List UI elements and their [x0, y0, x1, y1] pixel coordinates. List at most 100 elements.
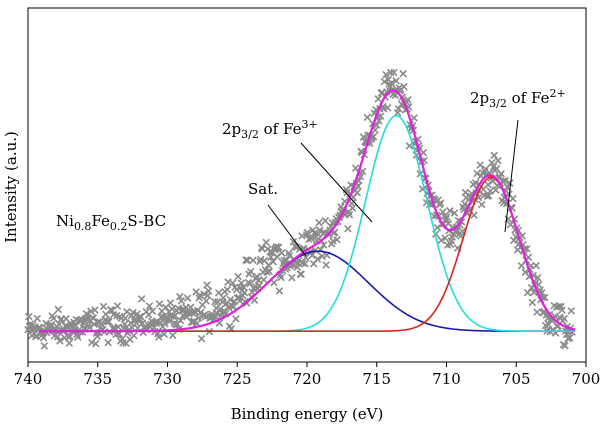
- raw-data-point: [260, 275, 268, 284]
- raw-data-point: [433, 223, 442, 232]
- raw-data-point: [506, 179, 514, 187]
- raw-data-point: [315, 218, 323, 227]
- raw-data-point: [567, 307, 576, 315]
- raw-data-point: [223, 285, 232, 294]
- raw-data-point: [333, 235, 341, 244]
- raw-data-point: [226, 295, 235, 304]
- raw-data-point: [476, 161, 484, 169]
- raw-data-point: [404, 96, 412, 104]
- raw-data-point: [237, 279, 246, 287]
- raw-data-point: [277, 249, 286, 257]
- raw-data-point: [441, 234, 449, 242]
- raw-data-point: [264, 261, 273, 269]
- raw-data-point: [246, 267, 255, 276]
- x-tick-label: 700: [572, 370, 600, 388]
- raw-data-point: [410, 114, 418, 122]
- raw-data-point: [104, 338, 112, 347]
- raw-data-point: [348, 204, 357, 212]
- raw-data-point: [242, 256, 250, 264]
- raw-data-point: [54, 305, 63, 314]
- raw-data-point: [243, 256, 252, 265]
- raw-data-point: [137, 295, 146, 303]
- sample-label: Ni0.8Fe0.2S-BC: [56, 212, 166, 233]
- annotation-sat: Sat.: [248, 180, 278, 198]
- raw-data-point: [263, 268, 271, 276]
- raw-data-point: [484, 180, 492, 189]
- raw-data-point: [55, 320, 63, 329]
- raw-data-point: [253, 272, 261, 281]
- raw-data-point: [265, 267, 274, 276]
- annotation-sat-leader: [267, 204, 307, 257]
- raw-data-point: [442, 215, 450, 223]
- raw-data-point: [313, 255, 322, 263]
- raw-data-point: [82, 310, 91, 318]
- raw-data-point: [534, 273, 542, 282]
- raw-data-point: [523, 244, 531, 253]
- raw-data-point: [383, 88, 391, 96]
- raw-data-point: [439, 208, 447, 216]
- raw-data-point: [363, 113, 372, 122]
- raw-data-point: [528, 298, 537, 307]
- raw-data-point: [298, 259, 307, 267]
- raw-data-point: [353, 188, 361, 197]
- raw-data-point: [303, 228, 312, 237]
- raw-data-point: [249, 256, 257, 265]
- raw-data-point: [161, 320, 169, 328]
- raw-data-point: [240, 288, 249, 297]
- raw-data-point: [160, 330, 168, 338]
- raw-data-point: [392, 77, 400, 85]
- raw-data-point: [345, 211, 354, 219]
- raw-data-point: [390, 68, 398, 77]
- annotation-fe2: 2p3/2 of Fe2+: [470, 87, 566, 110]
- raw-data-point: [319, 241, 328, 249]
- raw-data-point: [91, 306, 99, 314]
- raw-data-point: [383, 103, 392, 112]
- x-tick-label: 730: [153, 370, 182, 388]
- raw-data-point: [497, 169, 505, 178]
- raw-data-point: [56, 337, 64, 345]
- raw-data-point: [307, 234, 316, 243]
- raw-data-point: [176, 292, 184, 301]
- x-tick-label: 705: [502, 370, 531, 388]
- raw-data-point: [49, 314, 58, 323]
- raw-data-point: [565, 334, 574, 342]
- raw-data-point: [232, 315, 240, 323]
- raw-data-point: [322, 261, 330, 269]
- annotation-fe3-leader: [300, 142, 373, 223]
- raw-data-point: [470, 211, 478, 219]
- raw-data-point: [561, 341, 569, 350]
- raw-data-point: [274, 243, 283, 252]
- x-tick-label: 720: [293, 370, 322, 388]
- raw-data-point: [177, 297, 186, 305]
- raw-data-point: [400, 82, 408, 91]
- raw-data-point: [169, 331, 177, 340]
- raw-data-point: [113, 302, 122, 310]
- x-tick-label: 710: [432, 370, 461, 388]
- raw-data-point: [301, 260, 309, 268]
- raw-data-point: [228, 279, 237, 287]
- raw-data-point: [269, 258, 277, 266]
- y-axis-title: Intensity (a.u.): [2, 131, 20, 243]
- fit-curves: [39, 89, 576, 333]
- raw-data-point: [130, 331, 138, 340]
- raw-data-point: [534, 280, 543, 289]
- raw-data-point: [450, 209, 459, 217]
- fit-envelope: [39, 89, 576, 333]
- raw-data-point: [442, 213, 451, 221]
- raw-data-point: [344, 224, 352, 233]
- raw-data-point: [168, 305, 176, 313]
- raw-data-point: [203, 281, 211, 289]
- raw-data-point: [509, 194, 517, 203]
- raw-data-point: [219, 294, 228, 302]
- raw-data-point: [374, 95, 383, 103]
- raw-data-point: [270, 278, 278, 287]
- raw-data-point: [91, 339, 100, 348]
- raw-data-point: [321, 217, 330, 225]
- raw-data-point: [359, 133, 368, 141]
- raw-data-point: [419, 148, 428, 157]
- raw-data-point: [25, 312, 33, 321]
- raw-data-point: [129, 308, 137, 317]
- raw-data-point: [114, 323, 123, 331]
- raw-data-point: [138, 319, 147, 327]
- raw-data-point: [387, 79, 396, 87]
